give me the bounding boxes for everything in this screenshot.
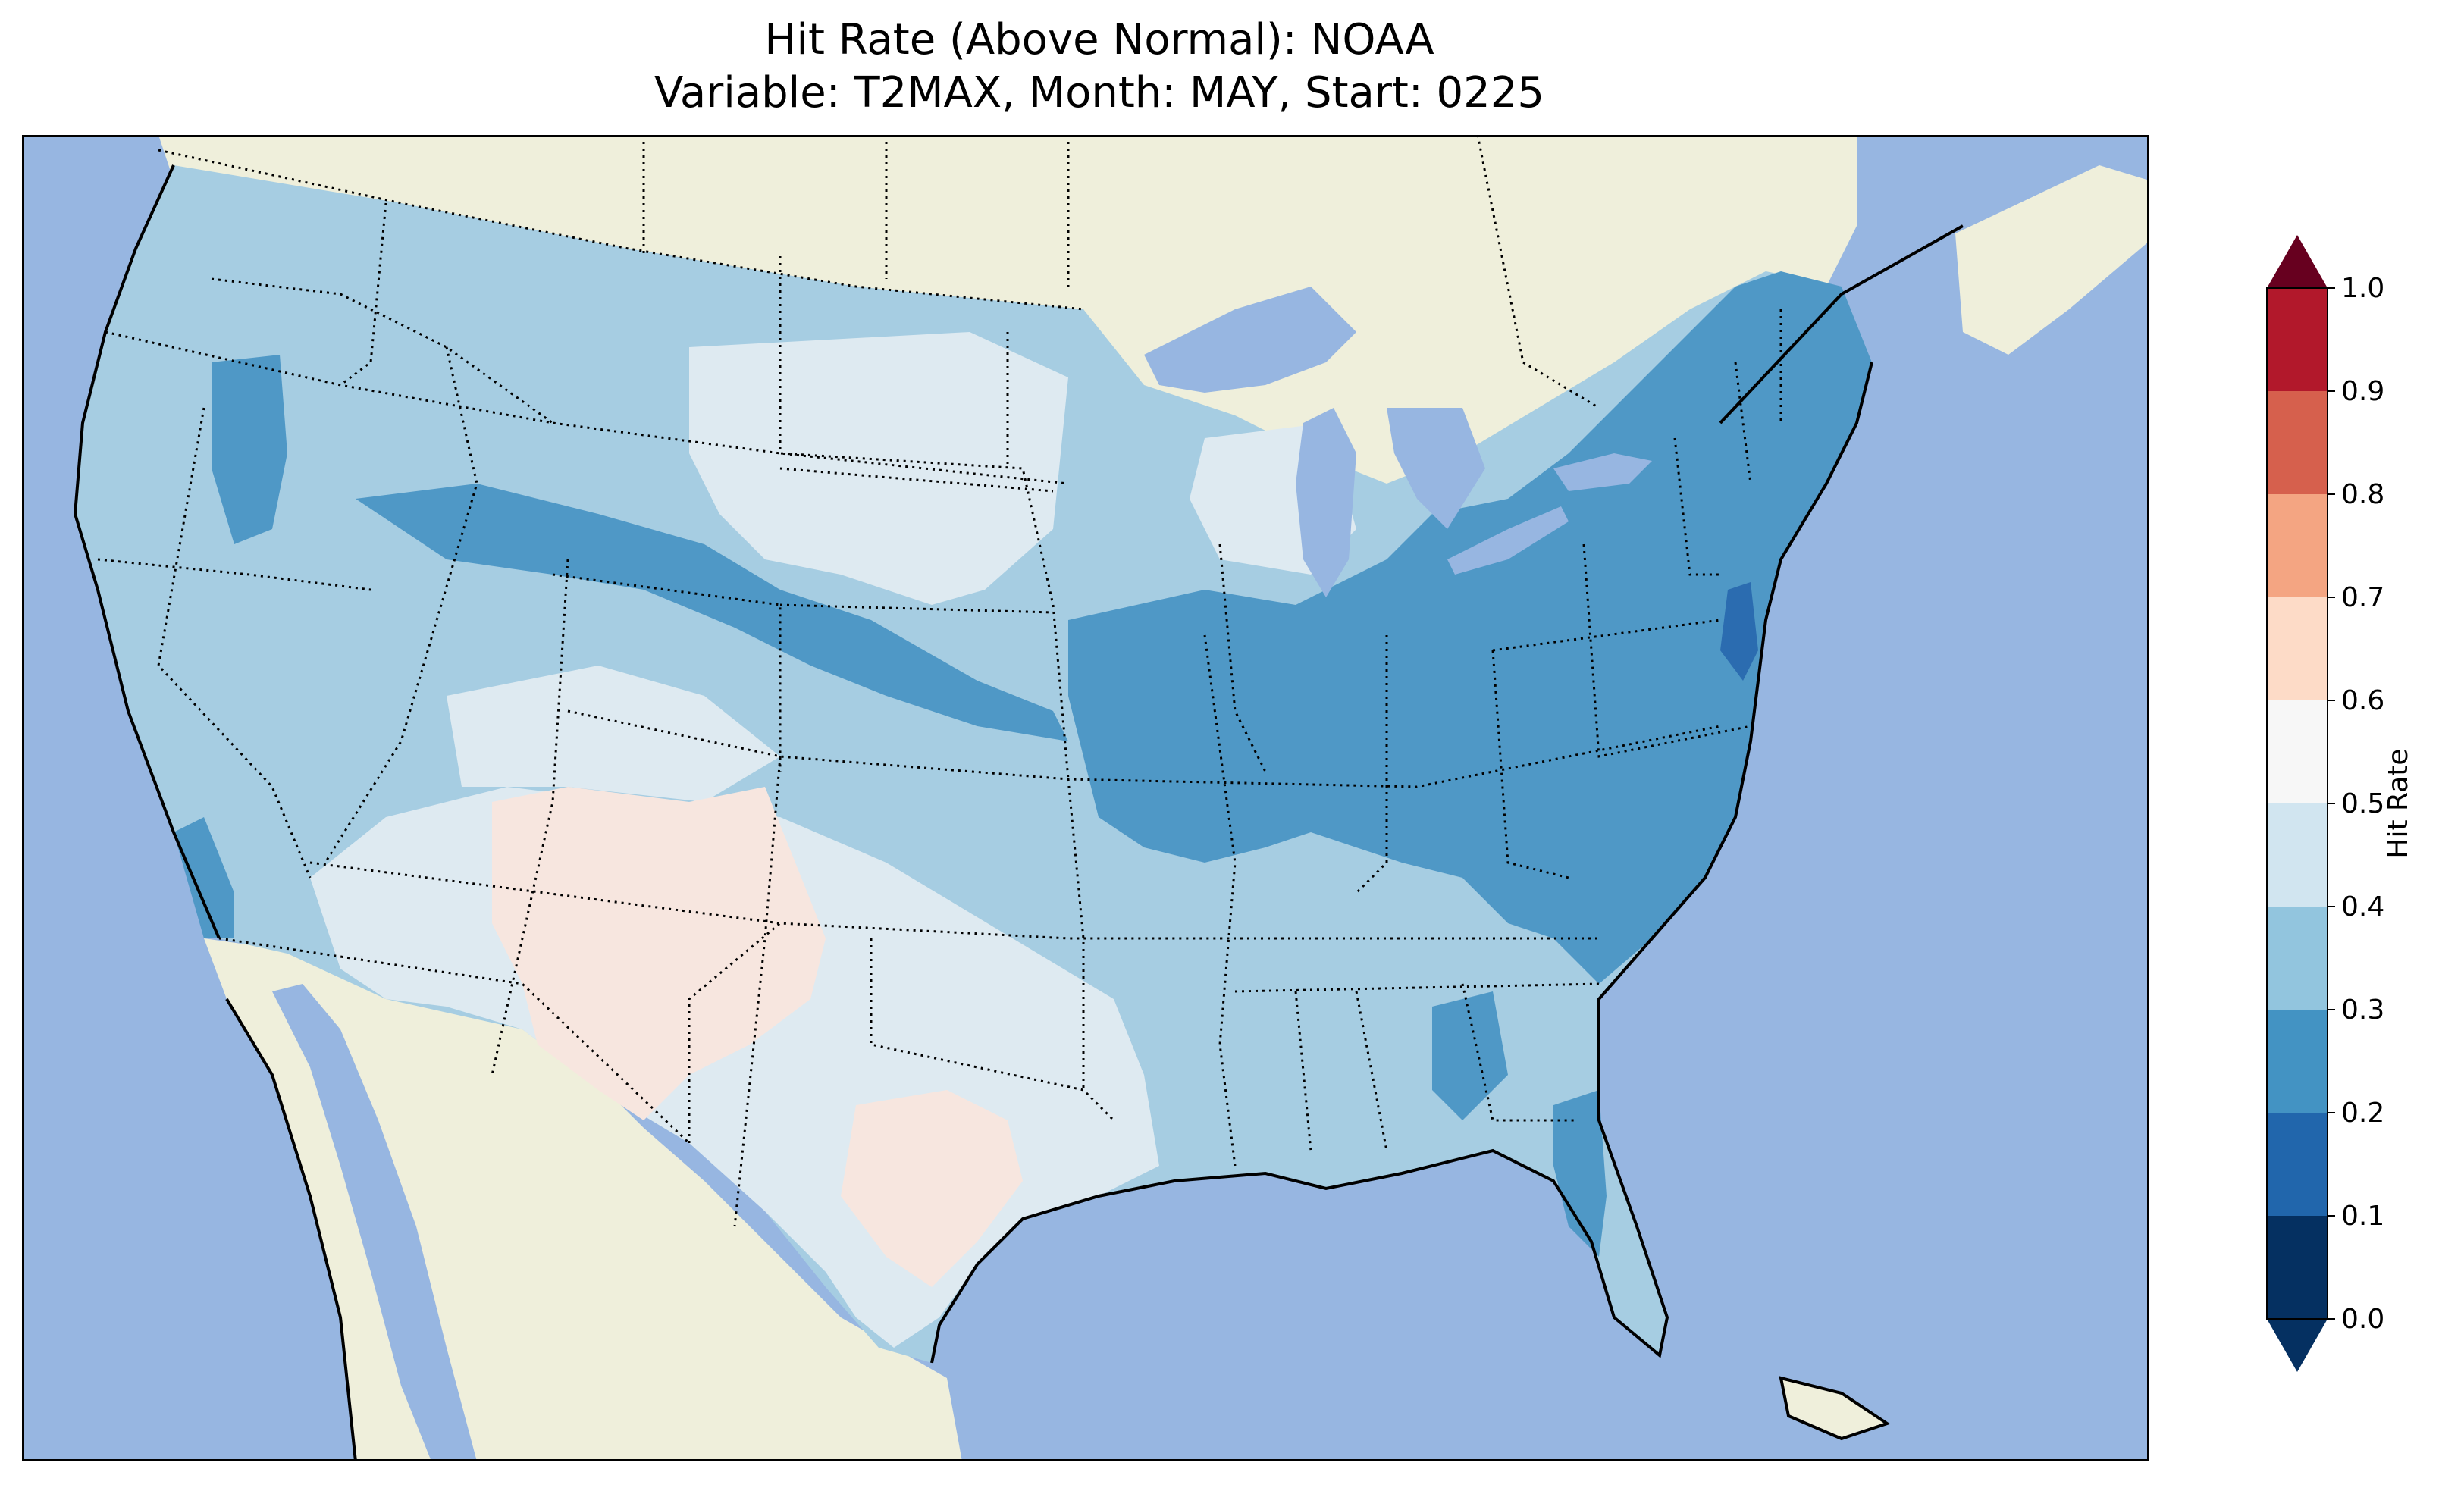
map-frame (22, 135, 2149, 1461)
region-new-mexico (492, 787, 826, 1120)
region-utah (447, 666, 780, 802)
colorbar-under-triangle (2267, 1319, 2328, 1372)
colorbar-bin-7 (2267, 494, 2328, 597)
coastlines (73, 164, 1964, 1461)
colorbar-bin-0 (2267, 1216, 2328, 1319)
conus-base (75, 165, 1872, 1363)
colorbar-tick-label: 0.2 (2341, 1098, 2384, 1129)
colorbar-bin-6 (2267, 597, 2328, 700)
lake-michigan (1296, 408, 1356, 597)
lake-superior (1144, 287, 1356, 393)
colorbar-bin-5 (2267, 700, 2328, 803)
colorbar-bins (2267, 288, 2328, 1319)
lake-ontario (1553, 453, 1652, 491)
colorbar-bin-4 (2267, 803, 2328, 907)
map-title: Hit Rate (Above Normal): NOAA (764, 15, 1434, 64)
region-dakotas (689, 332, 1068, 605)
colorbar-tick-label: 0.6 (2341, 685, 2384, 716)
hit-rate-map (22, 135, 2149, 1461)
colorbar-tick-label: 1.0 (2341, 273, 2384, 304)
colorbar-tick-label: 0.1 (2341, 1201, 2384, 1232)
region-wyoming-band (356, 484, 1068, 741)
colorbar-ticks: 0.0 0.1 0.2 0.3 0.4 0.5 0.6 0.7 0.8 0.9 1.0 (2328, 273, 2384, 1335)
region-florida (1553, 1090, 1607, 1257)
colorbar-tick-label: 0.9 (2341, 376, 2384, 407)
colorbar-tick-label: 0.5 (2341, 788, 2384, 819)
maritimes-land (1955, 165, 2149, 355)
colorbar-bin-8 (2267, 391, 2328, 494)
colorbar-tick-label: 0.8 (2341, 479, 2384, 510)
map-subtitle: Variable: T2MAX, Month: MAY, Start: 0225 (654, 68, 1545, 117)
colorbar-tick-label: 0.7 (2341, 582, 2384, 613)
colorbar: 0.0 0.1 0.2 0.3 0.4 0.5 0.6 0.7 0.8 0.9 1.0 Hit Ra… (2266, 235, 2411, 1372)
colorbar-bin-1 (2267, 1113, 2328, 1216)
region-new-jersey (1720, 582, 1758, 681)
colorbar-tick-label: 0.3 (2341, 994, 2384, 1026)
region-idaho-spot (212, 355, 287, 544)
gulf-of-california (272, 984, 477, 1461)
state-boundaries (97, 202, 1782, 1227)
country-borders (158, 135, 1600, 1145)
region-midwest-east (1068, 271, 1872, 984)
region-alabama (1432, 991, 1508, 1120)
lake-huron (1387, 408, 1485, 529)
colorbar-bin-2 (2267, 1010, 2328, 1113)
colorbar-over-triangle (2267, 235, 2328, 288)
region-socal (174, 817, 234, 938)
colorbar-bin-9 (2267, 288, 2328, 391)
colorbar-tick-label: 0.4 (2341, 891, 2384, 922)
lake-erie (1447, 506, 1569, 575)
region-west-texas (841, 1090, 1023, 1287)
colorbar-bin-3 (2267, 907, 2328, 1010)
colorbar-tick-label: 0.0 (2341, 1304, 2384, 1335)
colorbar-label: Hit Rate (2383, 748, 2411, 858)
